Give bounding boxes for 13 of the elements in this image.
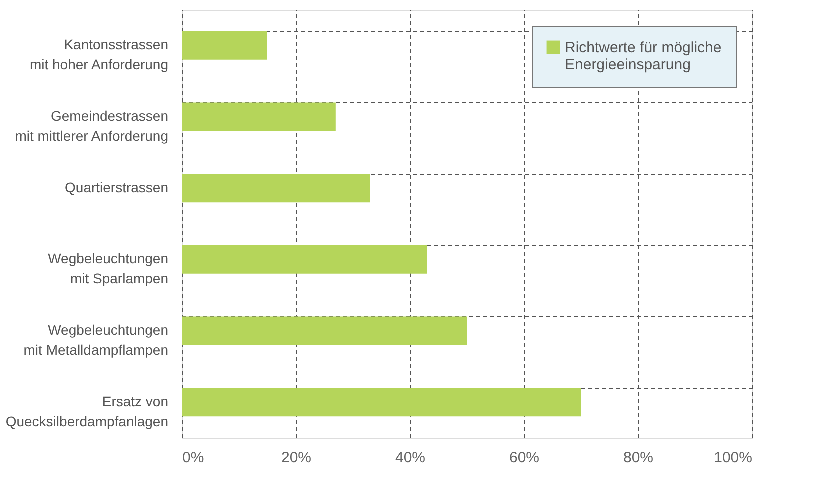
y-tick-label: Gemeindestrassen mit mittlerer Anforderung — [15, 108, 168, 144]
y-tick-label: Quartierstrassen — [65, 179, 168, 196]
x-tick-label: 60% — [509, 450, 540, 466]
x-tick-label: 20% — [281, 450, 312, 466]
y-tick-label: Ersatz von Quecksilberdampfanlagen — [6, 393, 168, 430]
x-tick-label: 0% — [182, 450, 204, 466]
y-tick-label: Wegbeleuchtungen mit Metalldampflampen — [24, 322, 168, 358]
x-tick-label: 100% — [714, 450, 752, 466]
x-tick-label: 40% — [395, 450, 426, 466]
legend-label: Richtwerte für mögliche Energieeinsparung — [565, 40, 722, 74]
y-tick-label: Wegbeleuchtungen mit Sparlampen — [48, 250, 168, 287]
x-tick-label: 80% — [623, 450, 654, 466]
y-tick-label: Kantonsstrassen mit hoher Anforderung — [30, 36, 168, 73]
